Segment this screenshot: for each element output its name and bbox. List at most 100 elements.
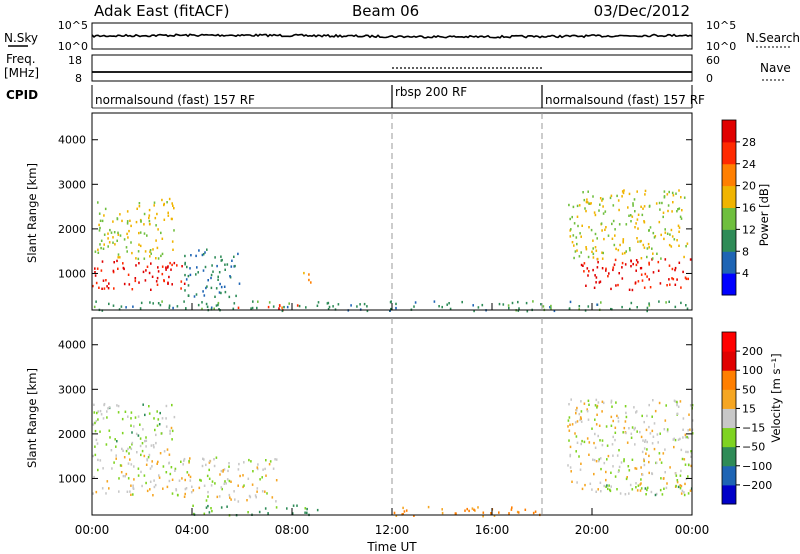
heat-cell: [226, 478, 229, 481]
heat-cell: [130, 241, 132, 244]
time-axis: 00:00 04:00 08:00 12:00 16:00 20:00 00:00: [75, 303, 709, 537]
heat-cell: [681, 457, 684, 461]
heat-cell: [623, 458, 625, 461]
heat-cell: [134, 277, 137, 280]
heat-cell: [596, 237, 598, 240]
heat-cell: [171, 478, 174, 481]
heat-cell: [684, 463, 687, 466]
heat-cell: [612, 268, 614, 272]
heat-cell: [182, 463, 184, 466]
heat-cell: [138, 281, 140, 284]
heat-cell: [690, 464, 692, 468]
heat-cell: [635, 467, 638, 470]
heat-cell: [233, 302, 236, 305]
heat-cell: [659, 282, 662, 285]
heat-cell: [189, 267, 191, 270]
heat-cell: [663, 237, 665, 241]
heat-cell: [587, 305, 590, 308]
heat-cell: [672, 201, 674, 204]
heat-cell: [176, 305, 179, 308]
heat-cell: [205, 499, 208, 502]
heat-cell: [449, 307, 452, 311]
heat-cell: [95, 300, 97, 303]
heat-cell: [184, 289, 186, 292]
noise-right-tick-top: 10^5: [706, 19, 736, 32]
heat-cell: [623, 189, 625, 192]
heat-cell: [165, 404, 168, 408]
heat-cell: [679, 215, 682, 218]
heat-cell: [648, 263, 650, 266]
heat-cell: [614, 426, 617, 429]
heat-cell: [133, 465, 135, 468]
heat-cell: [593, 472, 595, 476]
power-colorbar-swatch: [722, 229, 736, 252]
heat-cell: [586, 198, 588, 201]
heat-cell: [229, 496, 231, 499]
heat-cell: [612, 219, 615, 223]
heat-cell: [671, 210, 673, 213]
heat-cell: [94, 421, 96, 425]
heat-cell: [125, 449, 128, 453]
heat-cell: [621, 266, 623, 269]
heat-cell: [633, 406, 635, 409]
heat-cell: [145, 436, 147, 439]
heat-cell: [595, 276, 598, 279]
power-colorbar-tick-label: 20: [742, 180, 756, 193]
heat-cell: [625, 431, 627, 435]
heat-cell: [101, 487, 104, 490]
heat-cell: [568, 429, 571, 432]
heat-cell: [637, 227, 639, 230]
heat-cell: [193, 295, 196, 298]
heat-cell: [149, 301, 151, 304]
heat-cell: [132, 487, 135, 490]
heat-cell: [291, 512, 294, 515]
heat-cell: [574, 432, 576, 435]
heat-cell: [612, 435, 614, 439]
heat-cell: [127, 236, 129, 239]
beam-title: Beam 06: [352, 2, 419, 20]
heat-cell: [127, 447, 129, 451]
heat-cell: [583, 402, 586, 405]
heat-cell: [117, 256, 119, 259]
heat-cell: [162, 487, 164, 490]
heat-cell: [684, 482, 686, 486]
heat-cell: [610, 287, 612, 291]
heat-cell: [646, 486, 649, 489]
heat-cell: [482, 511, 485, 514]
heat-cell: [477, 506, 479, 509]
heat-cell: [94, 271, 96, 274]
heat-cell: [575, 409, 578, 412]
heat-cell: [643, 463, 646, 467]
heat-cell: [210, 306, 213, 309]
heat-cell: [197, 303, 200, 307]
heat-cell: [587, 255, 590, 259]
heat-cell: [648, 246, 650, 249]
heat-cell: [208, 477, 211, 480]
heat-cell: [401, 513, 403, 516]
heat-cell: [592, 239, 594, 242]
heat-cell: [121, 431, 124, 435]
heat-cell: [139, 437, 142, 440]
heat-cell: [637, 280, 640, 283]
heat-cell: [153, 479, 155, 482]
heat-cell: [634, 443, 636, 446]
heat-cell: [636, 218, 639, 221]
heat-cell: [616, 488, 618, 491]
heat-cell: [156, 410, 158, 413]
power-colorbar-tick-label: 28: [742, 136, 756, 149]
heat-cell: [629, 483, 632, 487]
heat-cell: [643, 220, 645, 223]
power-colorbar-tick-label: 8: [742, 245, 749, 258]
heat-cell: [218, 271, 221, 274]
heat-cell: [168, 461, 171, 464]
heat-cell: [665, 486, 668, 490]
heat-cell: [490, 512, 492, 515]
heat-cell: [593, 211, 596, 214]
heat-cell: [157, 418, 160, 421]
heat-cell: [149, 480, 152, 483]
heat-cell: [622, 431, 624, 434]
heat-cell: [691, 419, 694, 422]
heat-cell: [446, 303, 448, 306]
heat-cell: [208, 468, 210, 472]
